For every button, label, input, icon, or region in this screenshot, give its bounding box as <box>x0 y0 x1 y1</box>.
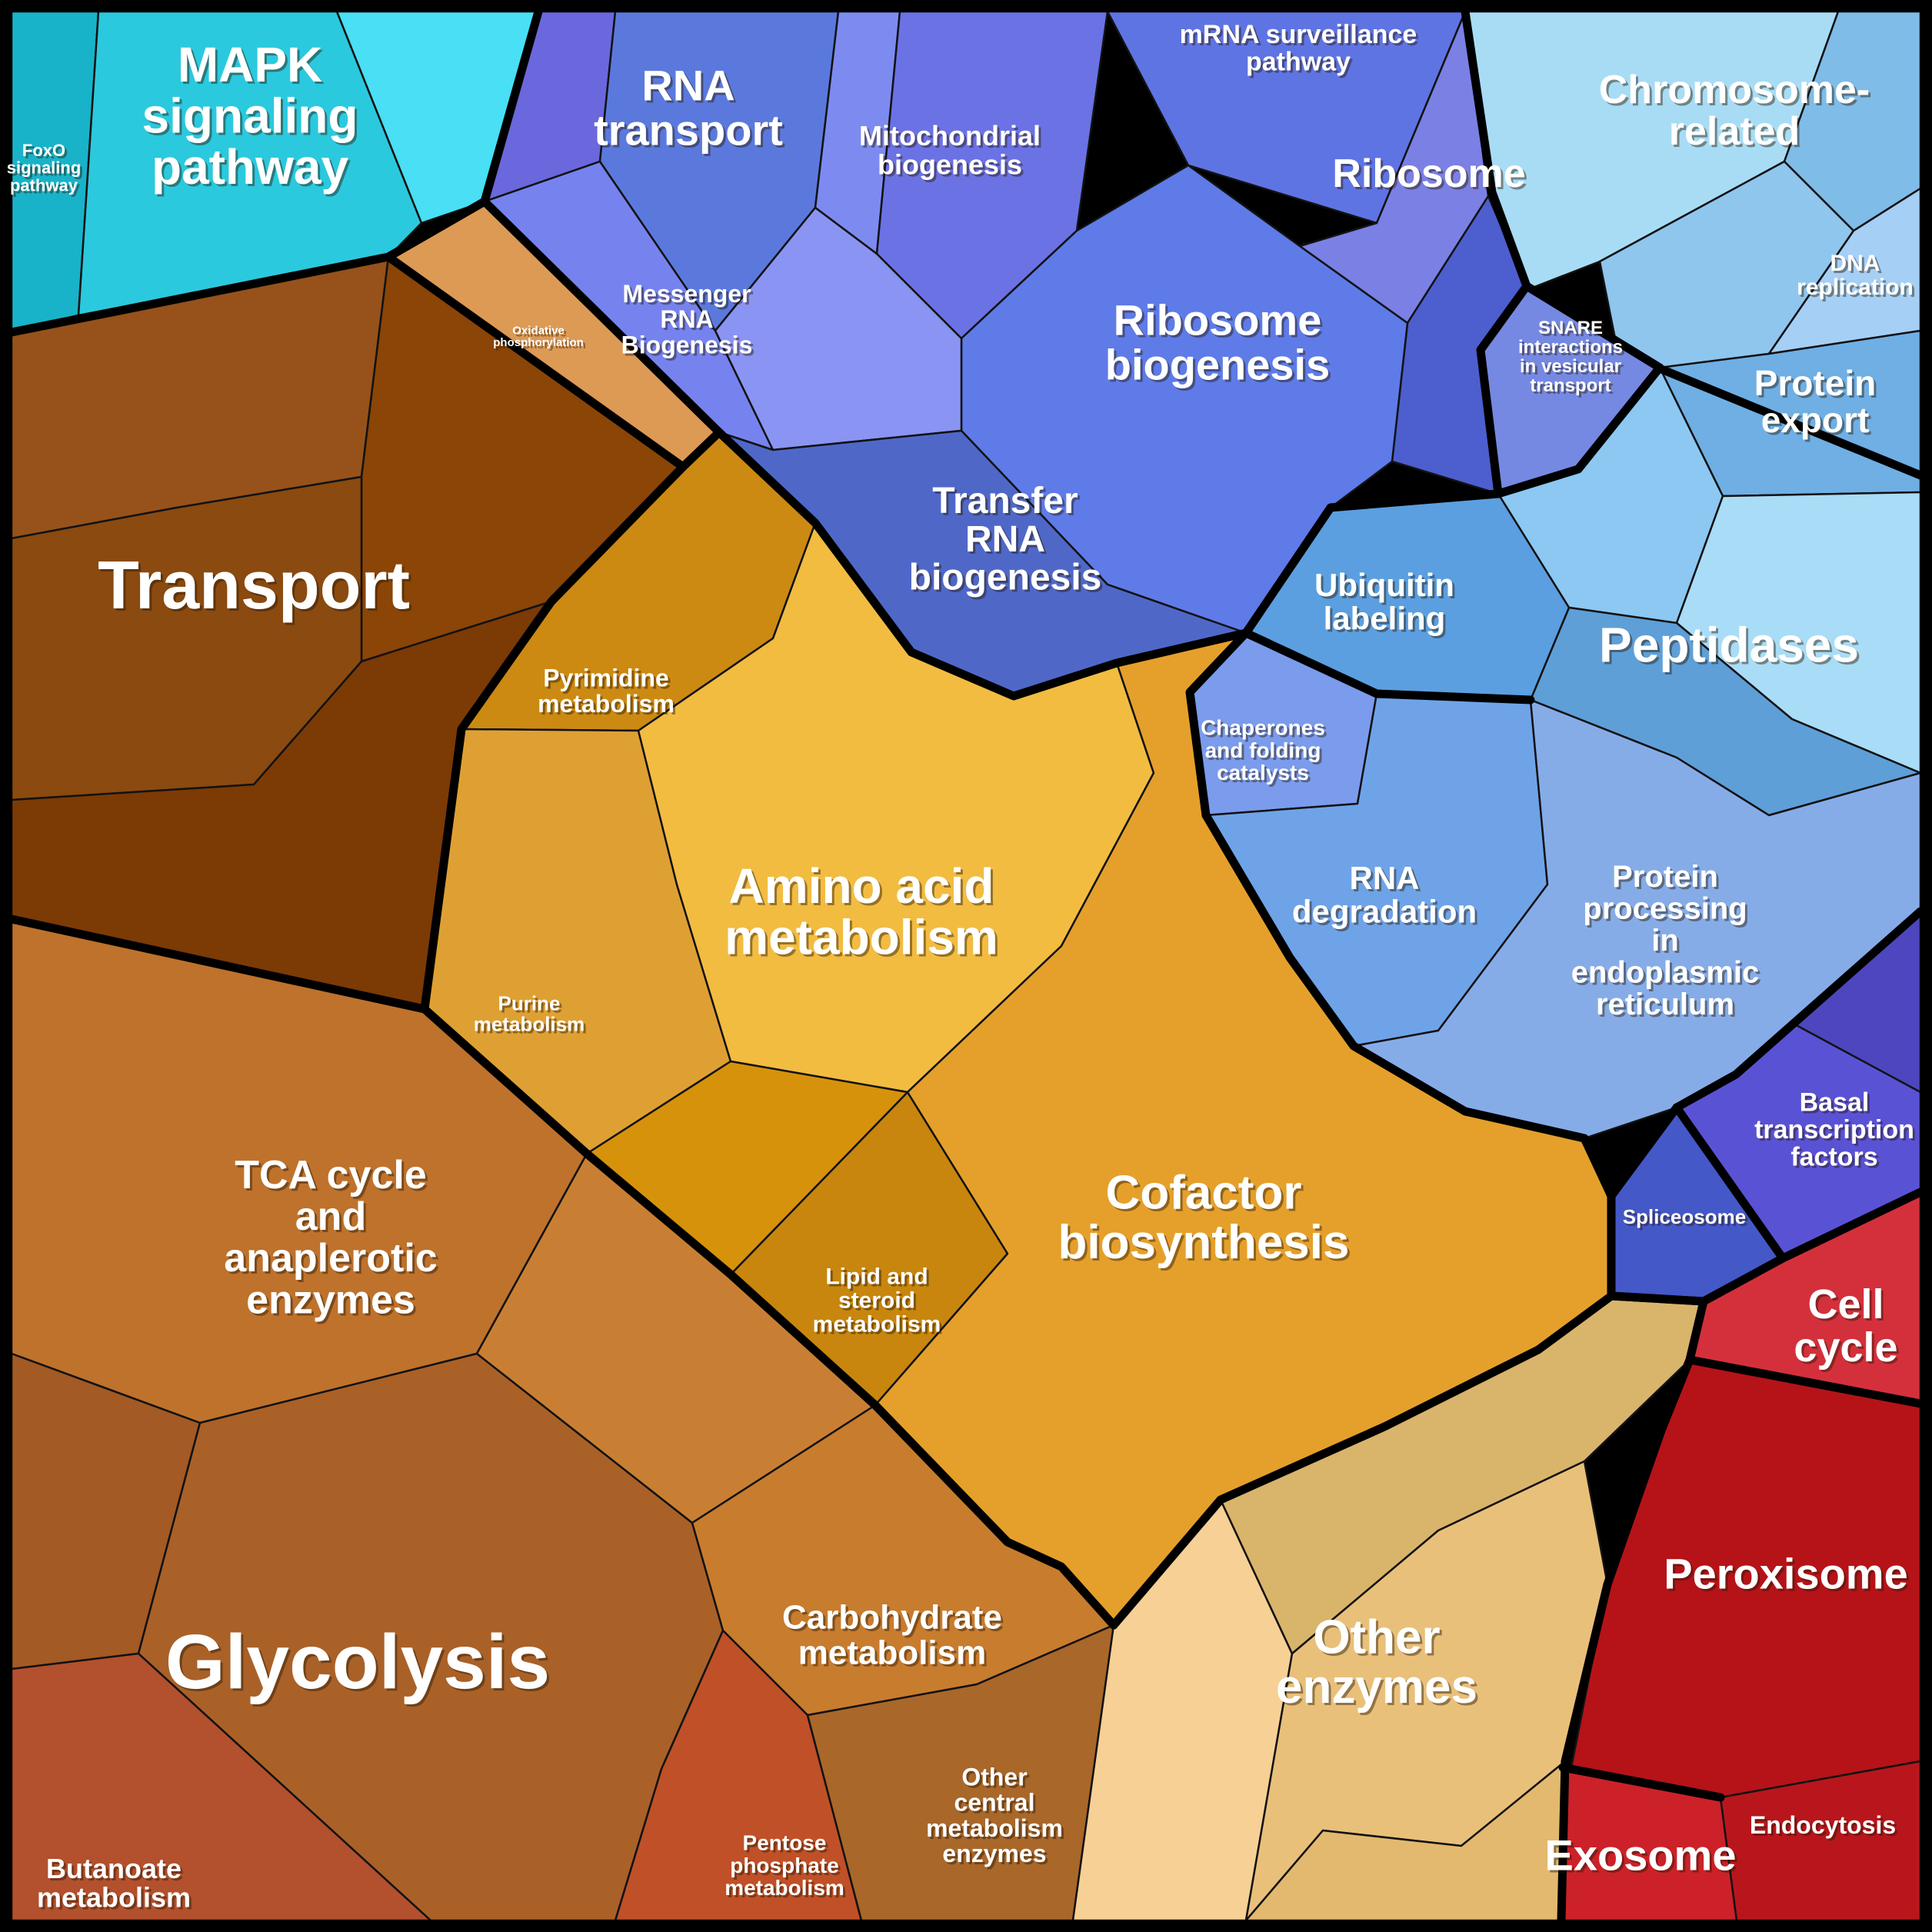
label-spliceosome: Spliceosome <box>1623 1205 1746 1228</box>
group-border-13 <box>1778 1188 1925 1263</box>
group-border-12 <box>1607 1103 1787 1306</box>
label-messenger-rna-biogenesis: Messenger RNA Biogenesis <box>621 280 753 359</box>
label-oxidative-phosphorylation: Oxidative phosphorylation <box>493 324 584 349</box>
label-transport: Transport <box>98 547 410 623</box>
label-tca-cycle-shadow: TCA cycle and anaplerotic enzymes <box>226 1155 439 1324</box>
label-other-enzymes: Other enzymes <box>1276 1611 1477 1713</box>
label-foxo-signaling-pathway: FoxO signaling pathway <box>7 141 82 195</box>
group-border-6 <box>715 428 1251 701</box>
group-border-9 <box>1494 281 1664 498</box>
label-mitochondrial-biogenesis: Mitochondrial biogenesis <box>859 120 1041 180</box>
label-ribosome: Ribosome <box>1332 152 1525 196</box>
label-protein-export: Protein export <box>1754 363 1876 440</box>
label-endocytosis-shadow: Endocytosis <box>1752 1814 1898 1841</box>
label-purine-metabolism-shadow: Purine metabolism <box>476 994 588 1038</box>
label-ribosome-biogenesis: Ribosome biogenesis <box>1105 295 1331 388</box>
label-ubiquitin-labeling: Ubiquitin labeling <box>1314 567 1454 637</box>
group-border-8 <box>1241 7 1531 638</box>
label-mrna-surveillance-pathway: mRNA surveillance pathway <box>1180 20 1417 76</box>
label-rna-transport: RNA transport <box>594 61 783 154</box>
group-border-7 <box>1185 628 1616 1301</box>
label-cell-cycle: Cell cycle <box>1794 1281 1897 1371</box>
group-border-10 <box>1241 628 1535 705</box>
label-rna-transport-shadow: RNA transport <box>596 63 785 156</box>
label-ribosome-shadow: Ribosome <box>1334 154 1527 198</box>
label-butanoate-metabolism: Butanoate metabolism <box>37 1853 191 1913</box>
label-exosome: Exosome <box>1545 1831 1737 1880</box>
label-other-enzymes-shadow: Other enzymes <box>1278 1613 1480 1715</box>
label-ubiquitin-labeling-shadow: Ubiquitin labeling <box>1317 569 1457 639</box>
label-tca-cycle: TCA cycle and anaplerotic enzymes <box>224 1153 437 1322</box>
label-protein-processing-er: Protein processing in endoplasmic reticulum <box>1571 860 1760 1021</box>
label-chaperones-folding-catalysts: Chaperones and folding catalysts <box>1201 716 1325 784</box>
label-transfer-rna-biogenesis-shadow: Transfer RNA biogenesis <box>911 483 1104 601</box>
label-peroxisome: Peroxisome <box>1664 1550 1908 1598</box>
label-peptidases-shadow: Peptidases <box>1601 619 1861 675</box>
group-border-3 <box>7 914 429 1014</box>
label-chaperones-folding-catalysts-shadow: Chaperones and folding catalysts <box>1203 718 1327 787</box>
label-snare-interactions-shadow: SNARE interactions in vesicular transport <box>1521 320 1625 398</box>
label-spliceosome-shadow: Spliceosome <box>1625 1208 1748 1231</box>
label-chromosome-related: Chromosome-related <box>1599 68 1870 154</box>
label-amino-acid-metabolism-shadow: Amino acid metabolism <box>727 861 1001 968</box>
label-cofactor-biosynthesis-shadow: Cofactor biosynthesis <box>1061 1168 1352 1271</box>
label-pyrimidine-metabolism: Pyrimidine metabolism <box>538 665 675 718</box>
label-protein-processing-er-shadow: Protein processing in endoplasmic reticulum <box>1574 862 1762 1024</box>
label-cofactor-biosynthesis: Cofactor biosynthesis <box>1058 1166 1350 1268</box>
group-border-5 <box>1109 1495 1225 1630</box>
label-basal-transcription-factors: Basal transcription factors <box>1754 1088 1914 1172</box>
group-border-11 <box>1672 907 1925 1112</box>
label-transport-shadow: Transport <box>100 549 412 625</box>
label-purine-metabolism: Purine metabolism <box>474 992 585 1036</box>
label-peptidases: Peptidases <box>1599 617 1859 672</box>
label-exosome-shadow: Exosome <box>1547 1834 1739 1882</box>
label-amino-acid-metabolism: Amino acid metabolism <box>724 858 998 965</box>
label-dna-replication-shadow: DNA replication <box>1799 253 1916 302</box>
label-glycolysis: Glycolysis <box>165 1619 550 1705</box>
label-snare-interactions: SNARE interactions in vesicular transport <box>1518 318 1623 396</box>
label-lipid-steroid-metabolism: Lipid and steroid metabolism <box>813 1264 941 1337</box>
label-carbohydrate-metabolism: Carbohydrate metabolism <box>782 1599 1002 1672</box>
label-dna-replication: DNA replication <box>1797 251 1914 300</box>
label-pentose-phosphate-metabolism: Pentose phosphate metabolism <box>724 1831 844 1900</box>
group-border-4 <box>420 1004 1118 1630</box>
label-peroxisome-shadow: Peroxisome <box>1666 1552 1910 1601</box>
label-ribosome-biogenesis-shadow: Ribosome biogenesis <box>1108 298 1333 391</box>
label-protein-export-shadow: Protein export <box>1757 365 1878 442</box>
label-oxidative-phosphorylation-shadow: Oxidative phosphorylation <box>495 326 586 351</box>
group-border-14 <box>1216 1291 1708 1504</box>
group-border-2 <box>420 462 688 1014</box>
label-other-central-metabolism-enzymes: Other central metabolism enzymes <box>926 1763 1063 1867</box>
label-mapk-signaling-pathway-shadow: MAPK signaling pathway <box>145 39 361 197</box>
group-border-18 <box>1558 1763 1725 1802</box>
label-cell-cycle-shadow: Cell cycle <box>1796 1284 1900 1373</box>
group-border-15 <box>1557 1297 1708 1925</box>
label-basal-transcription-factors-shadow: Basal transcription factors <box>1757 1091 1917 1174</box>
label-other-central-metabolism-enzymes-shadow: Other central metabolism enzymes <box>928 1765 1065 1870</box>
label-chromosome-related-shadow: Chromosome-related <box>1601 70 1872 156</box>
label-butanoate-metabolism-shadow: Butanoate metabolism <box>39 1855 193 1915</box>
label-mapk-signaling-pathway: MAPK signaling pathway <box>142 37 358 195</box>
label-mrna-surveillance-pathway-shadow: mRNA surveillance pathway <box>1182 22 1420 78</box>
label-pyrimidine-metabolism-shadow: Pyrimidine metabolism <box>540 667 677 720</box>
label-endocytosis: Endocytosis <box>1750 1811 1896 1839</box>
label-mitochondrial-biogenesis-shadow: Mitochondrial biogenesis <box>861 122 1043 182</box>
label-lipid-steroid-metabolism-shadow: Lipid and steroid metabolism <box>815 1266 944 1339</box>
label-foxo-signaling-pathway-shadow: FoxO signaling pathway <box>9 143 84 198</box>
label-messenger-rna-biogenesis-shadow: Messenger RNA Biogenesis <box>624 282 755 361</box>
label-rna-degradation: RNA degradation <box>1292 860 1477 930</box>
group-border-17 <box>1657 365 1925 480</box>
label-glycolysis-shadow: Glycolysis <box>168 1621 552 1707</box>
group-border-16 <box>1685 1355 1925 1408</box>
label-rna-degradation-shadow: RNA degradation <box>1294 862 1479 932</box>
label-transfer-rna-biogenesis: Transfer RNA biogenesis <box>909 481 1102 598</box>
label-carbohydrate-metabolism-shadow: Carbohydrate metabolism <box>784 1601 1004 1674</box>
label-pentose-phosphate-metabolism-shadow: Pentose phosphate metabolism <box>727 1834 847 1902</box>
